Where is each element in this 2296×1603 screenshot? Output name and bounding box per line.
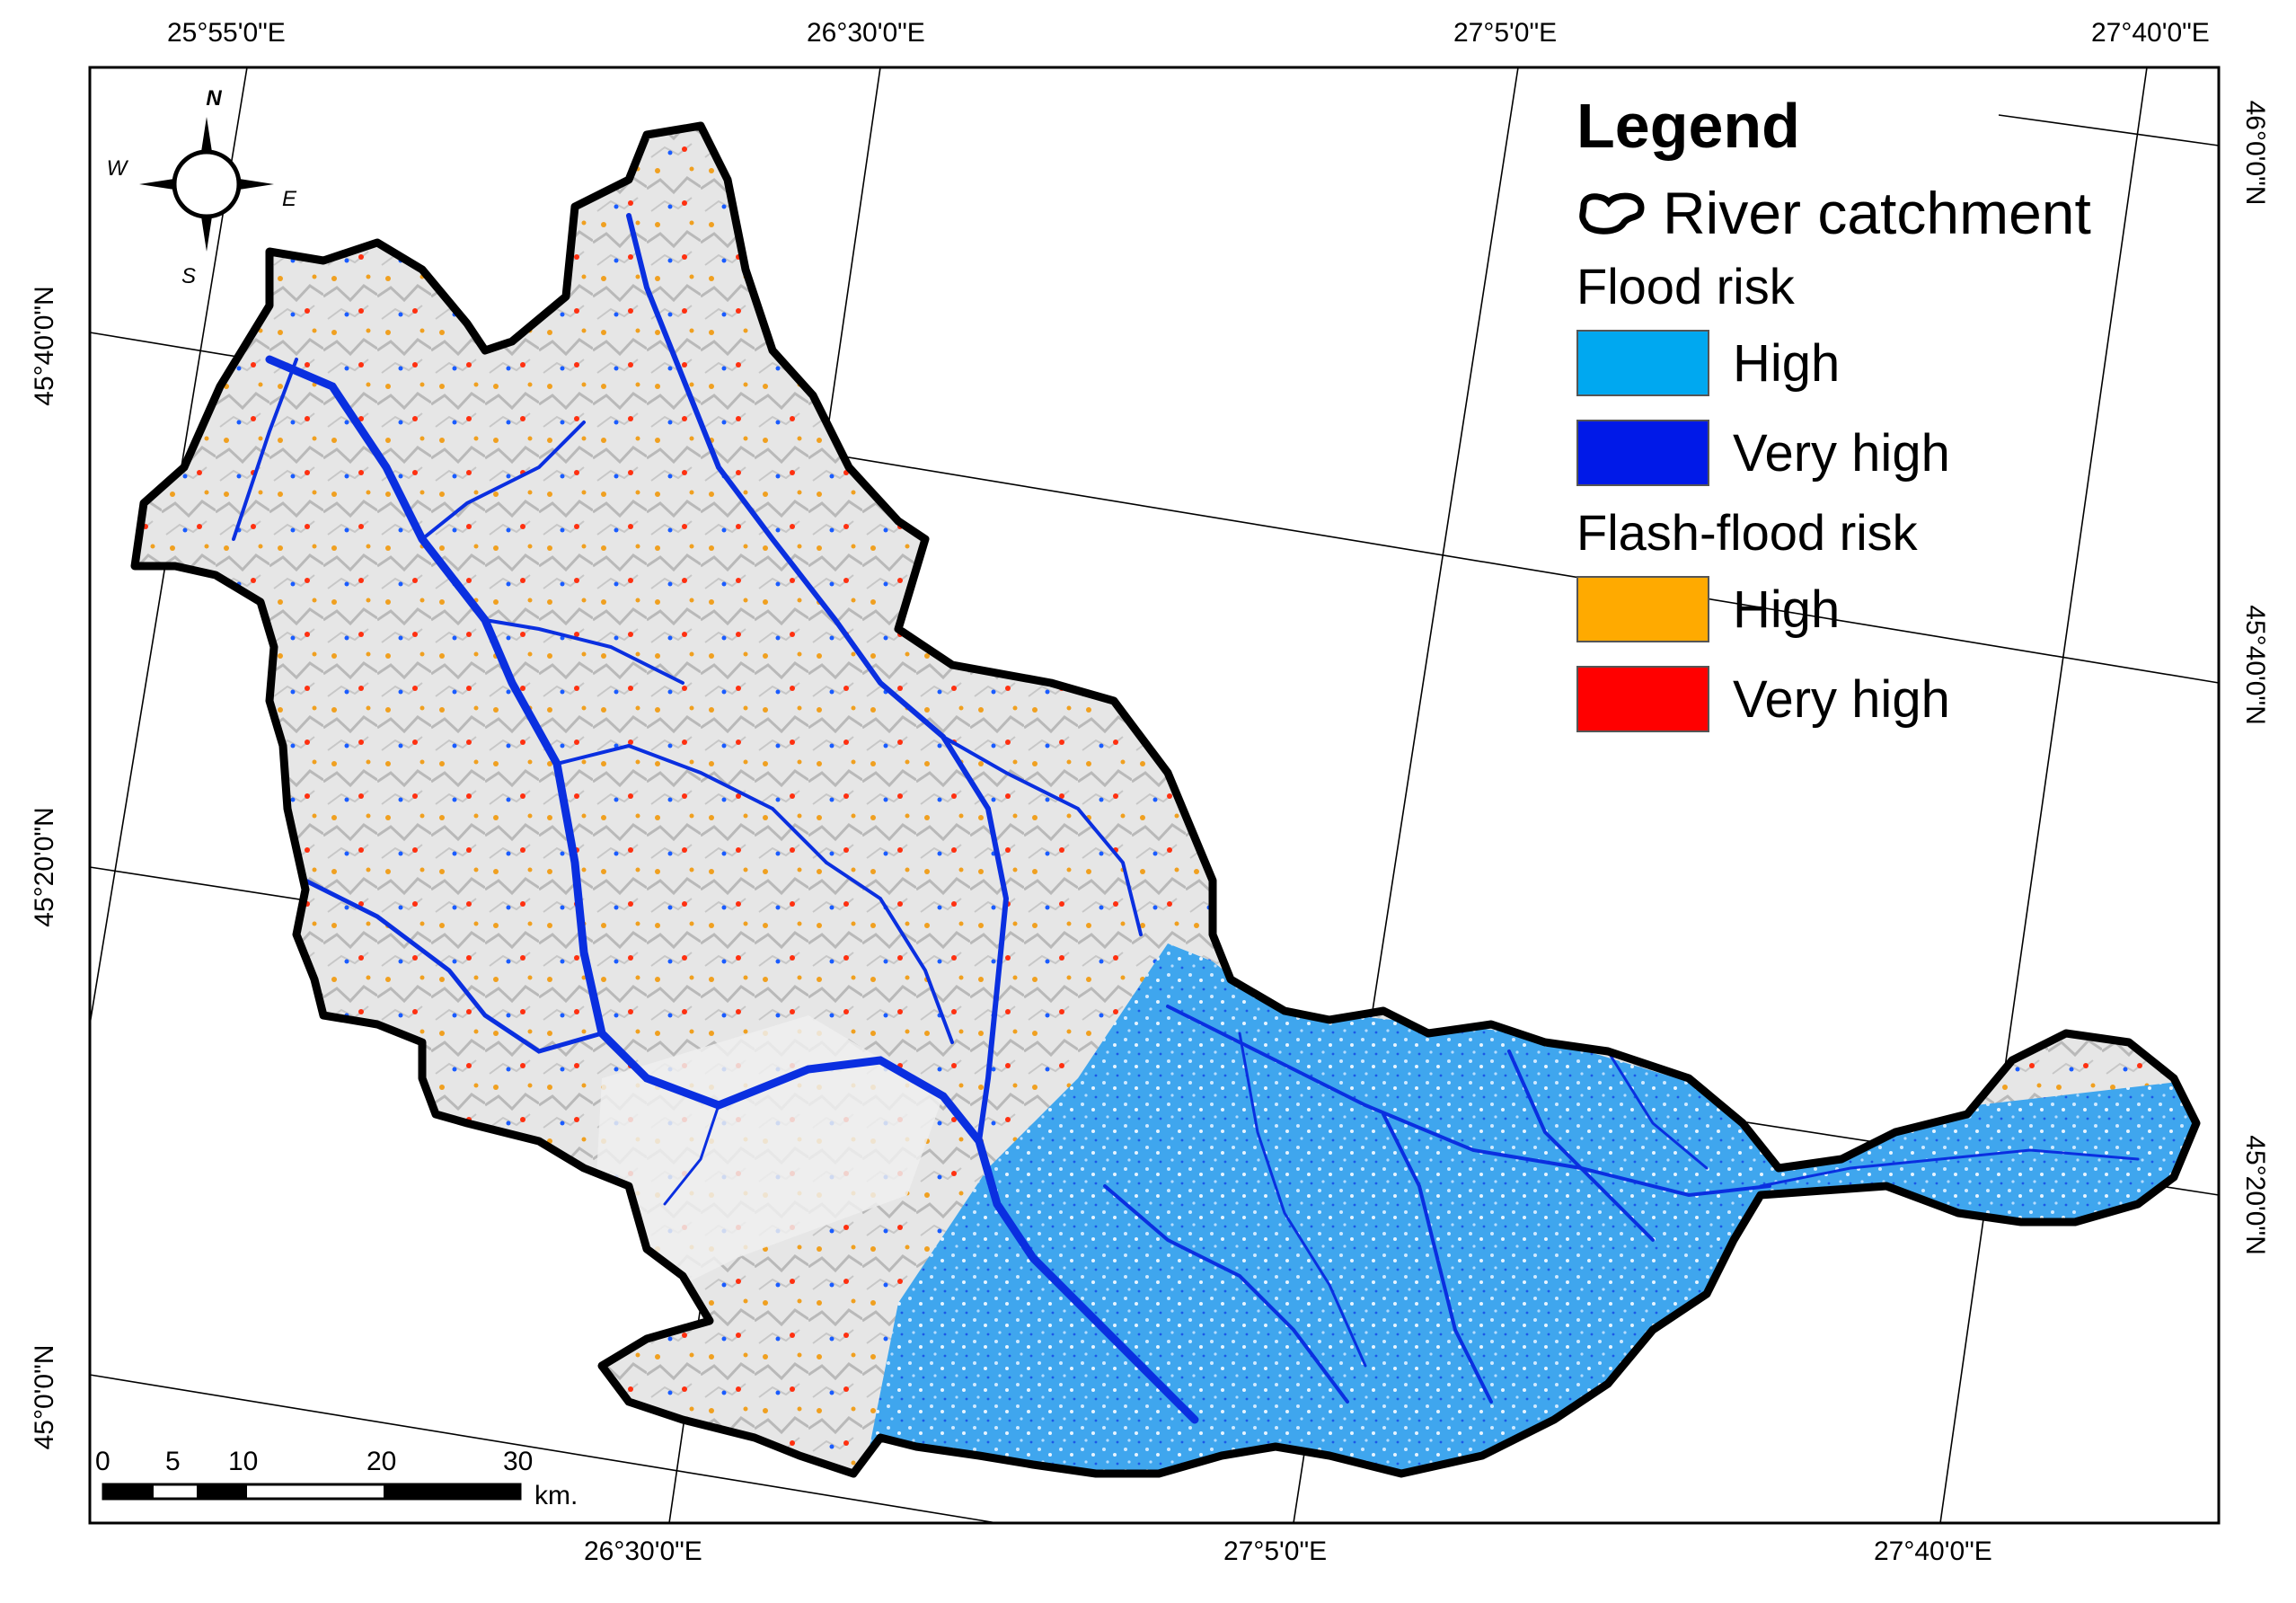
flash-high-swatch <box>1576 576 1709 642</box>
catchment-outline-icon <box>1579 192 1645 235</box>
compass-west-label: W <box>107 156 129 181</box>
scale-tick-10: 10 <box>228 1447 259 1476</box>
lat-label-right-1: 46°0'0"N <box>2240 100 2270 206</box>
scale-unit: km. <box>534 1481 578 1510</box>
lat-label-right-2: 45°40'0"N <box>2240 605 2270 725</box>
compass-east-label: E <box>282 187 297 211</box>
compass-north-label: N <box>206 86 222 111</box>
lat-label-left-3: 45°0'0"N <box>30 1344 59 1450</box>
legend-flood-very-high: Very high <box>1576 418 2205 488</box>
flash-high-label: High <box>1733 580 1841 639</box>
legend-catchment: River catchment <box>1576 177 2205 249</box>
lat-label-left-1: 45°40'0"N <box>30 286 59 406</box>
flood-very-high-label: Very high <box>1733 423 1950 483</box>
lon-label-top-3: 27°5'0"E <box>1453 18 1558 48</box>
scale-bar <box>102 1483 522 1501</box>
legend-flood-high: High <box>1576 328 2205 398</box>
scale-tick-20: 20 <box>366 1447 397 1476</box>
lon-label-top-1: 25°55'0"E <box>167 18 286 48</box>
map-legend: Legend River catchment Flood risk High V… <box>1576 94 2205 754</box>
scale-tick-5: 5 <box>165 1447 181 1476</box>
lon-label-bottom-3: 27°40'0"E <box>1874 1537 1992 1566</box>
legend-flash-very-high: Very high <box>1576 664 2205 734</box>
compass-icon: N S E W <box>107 86 297 288</box>
lon-label-bottom-2: 27°5'0"E <box>1223 1537 1328 1566</box>
river-network <box>232 213 2140 1424</box>
flash-very-high-swatch <box>1576 666 1709 732</box>
flood-high-swatch <box>1576 330 1709 396</box>
flood-very-high-swatch <box>1576 420 1709 486</box>
lon-label-top-4: 27°40'0"E <box>2091 18 2210 48</box>
flash-very-high-label: Very high <box>1733 669 1950 729</box>
legend-title: Legend <box>1576 91 1800 161</box>
legend-flood-group: Flood risk <box>1576 258 1795 314</box>
scale-tick-0: 0 <box>95 1447 110 1476</box>
lon-label-top-2: 26°30'0"E <box>807 18 925 48</box>
flood-high-label: High <box>1733 333 1841 393</box>
legend-flash-high: High <box>1576 574 2205 644</box>
compass-south-label: S <box>181 264 196 288</box>
legend-catchment-label: River catchment <box>1663 180 2091 246</box>
scale-tick-30: 30 <box>503 1447 534 1476</box>
lon-label-bottom-1: 26°30'0"E <box>584 1537 702 1566</box>
lat-label-right-3: 45°20'0"N <box>2240 1135 2270 1255</box>
legend-flash-group: Flash-flood risk <box>1576 504 1918 561</box>
lat-label-left-2: 45°20'0"N <box>30 807 59 927</box>
